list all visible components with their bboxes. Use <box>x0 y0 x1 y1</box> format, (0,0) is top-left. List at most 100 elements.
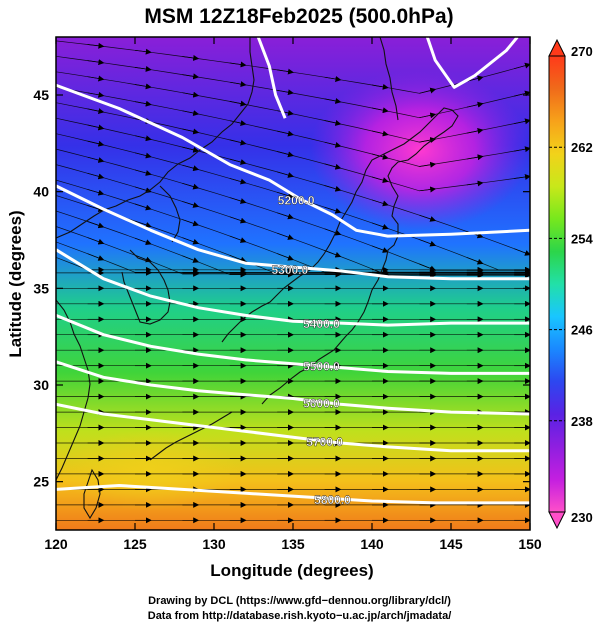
streamline-arrow <box>229 61 247 68</box>
colorbar-tick-label: 230 <box>571 510 593 525</box>
coastline-northeast-asia <box>159 185 181 243</box>
contour-label: 5300.0 <box>271 263 308 277</box>
streamline-arrow <box>419 263 437 272</box>
streamline-arrow <box>87 108 105 115</box>
colorbar-tick-label: 238 <box>571 414 593 429</box>
streamline-arrow <box>182 146 200 153</box>
streamline-arrow <box>182 255 200 263</box>
coastline-japan <box>221 107 459 405</box>
streamline-arrow <box>514 118 530 125</box>
streamline-arrow <box>371 176 389 184</box>
streamline-arrow <box>87 172 105 180</box>
streamline-arrow <box>134 152 152 159</box>
streamline-arrow <box>87 205 105 212</box>
contour-label: 5500.0 <box>303 360 340 374</box>
streamline-arrow <box>182 73 200 80</box>
streamline-arrow <box>371 83 389 90</box>
streamline-arrow <box>324 76 342 82</box>
colorbar-bar <box>548 55 566 513</box>
streamline-arrow <box>466 128 484 134</box>
x-tick-label: 135 <box>281 536 305 552</box>
y-axis-label: Latitude (degrees) <box>6 210 25 357</box>
streamline-arrow <box>229 139 247 146</box>
coastline-korea <box>121 249 171 325</box>
streamline-arrow <box>182 110 200 116</box>
streamline-arrow <box>324 206 342 214</box>
contour-label: 5600.0 <box>303 396 340 410</box>
x-tick-label: 130 <box>202 536 226 552</box>
streamline-arrow <box>419 186 437 193</box>
height-contour <box>256 37 287 119</box>
streamline-arrow <box>324 250 342 258</box>
streamline-arrow <box>87 253 105 261</box>
streamline-arrow <box>182 182 200 190</box>
streamline-arrow <box>277 151 294 158</box>
streamline-arrow <box>87 42 105 49</box>
streamline-arrow <box>182 128 200 135</box>
streamline-arrow <box>371 199 389 207</box>
streamline-arrow <box>87 140 105 147</box>
streamline-arrow <box>134 66 152 72</box>
colorbar-tick-label: 262 <box>571 140 593 155</box>
streamline-arrow <box>514 62 530 70</box>
x-tick-label: 145 <box>439 536 463 552</box>
streamline-arrow <box>324 185 342 192</box>
streamline-arrow <box>229 120 247 126</box>
height-contour <box>425 37 519 89</box>
height-contour <box>56 360 530 416</box>
streamline-arrow <box>182 201 200 208</box>
streamline-arrow <box>229 158 247 165</box>
coastline-ryukyu <box>149 411 233 461</box>
colorbar-tick-label: 246 <box>571 323 593 338</box>
height-contours: 5200.0 5300.0 5400.0 5500.0 5600.0 5700.0 5800… <box>56 37 530 507</box>
y-tick-label: 45 <box>33 87 49 103</box>
y-tick-label: 25 <box>33 474 49 490</box>
streamline-arrow <box>134 169 152 176</box>
streamline-arrow <box>324 228 342 236</box>
streamline-arrow <box>87 221 105 229</box>
x-tick-label: 120 <box>44 536 68 552</box>
streamline-arrow <box>466 75 484 82</box>
streamline-arrow <box>514 146 530 153</box>
contour-label: 5800.0 <box>314 493 351 507</box>
streamline-arrow <box>324 98 342 104</box>
x-axis: 120 125 130 135 140 145 150 <box>44 37 542 552</box>
streamline-arrow <box>229 81 247 88</box>
streamline-arrow <box>134 48 152 55</box>
streamline-arrow <box>134 203 152 211</box>
contour-label: 5200.0 <box>278 193 315 207</box>
streamline-arrow <box>229 216 247 224</box>
height-contour <box>56 184 530 281</box>
streamline-arrow <box>134 237 152 246</box>
contour-label: 5400.0 <box>303 317 340 331</box>
streamline-arrow <box>87 124 105 131</box>
plot-area: 5200.0 5300.0 5400.0 5500.0 5600.0 5700.0 5800… <box>56 37 530 530</box>
streamline-arrow <box>277 89 294 96</box>
streamline-arrow <box>87 237 105 245</box>
streamline-arrow <box>371 130 389 137</box>
chart-title: MSM 12Z18Feb2025 (500.0hPa) <box>144 5 453 28</box>
height-contour <box>56 314 530 375</box>
streamline-arrow <box>466 180 484 187</box>
colorbar-tick-label: 270 <box>571 44 593 59</box>
colorbar-tick-label: 254 <box>571 231 593 246</box>
x-tick-label: 140 <box>360 536 384 552</box>
y-axis: 25 30 35 40 45 <box>33 87 530 490</box>
y-tick-label: 40 <box>33 184 49 200</box>
contour-label: 5700.0 <box>306 435 343 449</box>
y-tick-label: 35 <box>33 280 49 296</box>
footer-credit-data: Data from http://database.rish.kyoto−u.a… <box>147 610 452 622</box>
streamline-arrow <box>324 119 342 126</box>
footer-credit-drawing: Drawing by DCL (https://www.gfd−dennou.o… <box>148 595 451 607</box>
streamline-arrow <box>87 59 105 66</box>
streamline-arrow <box>229 100 247 107</box>
streamline-arrow <box>229 178 247 185</box>
colorbar-max-arrow <box>548 38 566 57</box>
streamline-arrow <box>229 254 247 263</box>
streamline-arrow <box>466 101 484 108</box>
streamline-arrow <box>229 235 247 243</box>
coastline-sakhalin <box>379 37 399 121</box>
height-contour <box>56 484 530 505</box>
height-contour <box>56 83 530 238</box>
wind-streamlines <box>56 40 530 524</box>
